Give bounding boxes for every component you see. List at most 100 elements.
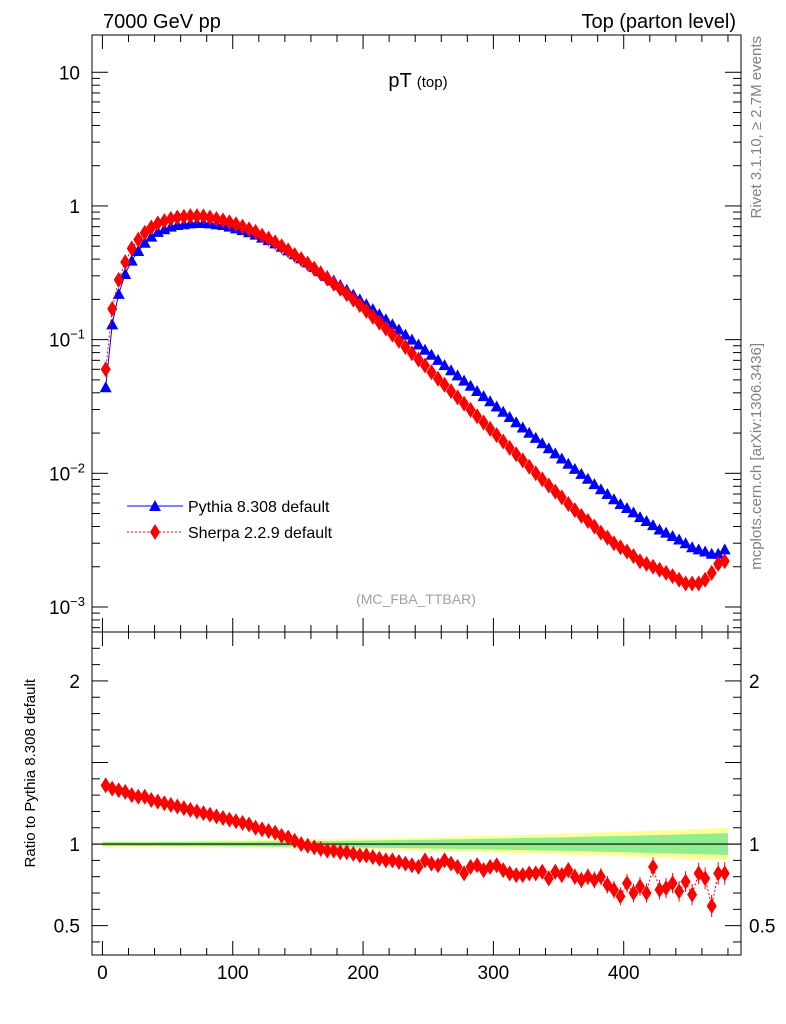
data-point-sherpa: [719, 553, 730, 570]
header-right-label: Top (parton level): [581, 11, 736, 33]
data-point-pythia: [516, 421, 529, 433]
ratio-data-point: [680, 873, 691, 890]
data-point-pythia: [581, 472, 594, 484]
y-tick-label-base: 10: [49, 331, 70, 352]
data-point-sherpa: [374, 314, 385, 331]
data-point-pythia: [647, 519, 660, 531]
data-point-pythia: [112, 287, 125, 299]
data-point-sherpa: [387, 326, 398, 343]
ratio-data-point: [296, 836, 307, 853]
ratio-data-point: [263, 823, 274, 840]
ratio-data-point: [237, 814, 248, 831]
ratio-y-tick-label-right: 1: [749, 835, 760, 856]
data-point-pythia: [451, 369, 464, 381]
data-point-pythia: [405, 333, 418, 345]
ratio-data-point: [459, 865, 470, 882]
header-left-label: 7000 GeV pp: [103, 11, 221, 33]
data-point-pythia: [562, 457, 575, 469]
ratio-data-point: [113, 782, 124, 799]
ratio-data-point: [530, 865, 541, 882]
data-point-pythia: [490, 400, 503, 412]
data-point-pythia: [607, 493, 620, 505]
data-point-sherpa: [191, 208, 202, 225]
data-point-sherpa: [178, 208, 189, 225]
data-point-sherpa: [413, 351, 424, 368]
data-point-pythia: [145, 230, 158, 242]
ratio-data-point: [354, 847, 365, 864]
x-tick-label: 100: [217, 963, 249, 984]
data-point-pythia: [477, 390, 490, 402]
ratio-y-tick-label: 2: [69, 672, 80, 693]
data-point-sherpa: [700, 571, 711, 588]
data-point-pythia: [568, 462, 581, 474]
ratio-data-point: [185, 801, 196, 818]
ratio-data-point: [107, 780, 118, 797]
data-point-pythia: [555, 452, 568, 464]
ratio-data-point: [595, 868, 606, 885]
ratio-data-point: [621, 875, 632, 892]
data-point-sherpa: [465, 401, 476, 418]
ratio-data-point: [406, 857, 417, 874]
data-point-pythia: [412, 338, 425, 350]
data-point-sherpa: [478, 414, 489, 431]
ratio-data-point: [257, 821, 268, 838]
ratio-data-point: [165, 796, 176, 813]
ratio-data-point: [452, 858, 463, 875]
data-point-sherpa: [406, 345, 417, 362]
data-point-pythia: [699, 545, 712, 557]
ratio-data-point: [152, 793, 163, 810]
ratio-data-point: [250, 819, 261, 836]
ratio-data-point: [465, 858, 476, 875]
ratio-data-point: [322, 842, 333, 859]
ratio-y-tick-label: 0.5: [54, 917, 80, 938]
ratio-data-point: [393, 854, 404, 871]
data-point-sherpa: [100, 361, 111, 378]
ratio-data-point: [231, 813, 242, 830]
ratio-data-point: [217, 809, 228, 826]
data-point-sherpa: [680, 575, 691, 592]
ratio-data-point: [615, 888, 626, 905]
ratio-data-point: [641, 885, 652, 902]
data-point-sherpa: [524, 458, 535, 475]
y-tick-label: 10−1: [49, 327, 85, 352]
ratio-data-point: [537, 863, 548, 880]
ratio-data-point: [374, 850, 385, 867]
data-point-sherpa: [172, 209, 183, 226]
data-point-pythia: [634, 511, 647, 523]
ratio-data-point: [608, 881, 619, 898]
data-point-sherpa: [706, 564, 717, 581]
data-point-pythia: [484, 395, 497, 407]
ratio-data-point: [706, 898, 717, 915]
data-point-sherpa: [511, 446, 522, 463]
legend-marker-diamond: [150, 524, 160, 540]
data-point-sherpa: [439, 376, 450, 393]
data-point-pythia: [549, 447, 562, 459]
ratio-data-point: [674, 883, 685, 900]
y-tick-label-exp: −3: [70, 594, 85, 609]
data-point-sherpa: [126, 240, 137, 257]
y-tick-label-base: 10: [49, 598, 70, 619]
y-tick-label-base: 10: [49, 464, 70, 485]
legend-marker-triangle: [149, 500, 161, 511]
data-point-sherpa: [159, 213, 170, 230]
ratio-data-point: [563, 862, 574, 879]
ratio-data-point: [387, 852, 398, 869]
data-point-sherpa: [113, 271, 124, 288]
data-point-pythia: [594, 483, 607, 495]
data-point-sherpa: [556, 489, 567, 506]
data-point-sherpa: [472, 408, 483, 425]
data-point-pythia: [614, 497, 627, 509]
y-tick-label: 10−2: [49, 460, 85, 485]
data-point-sherpa: [361, 302, 372, 319]
x-tick-label: 0: [97, 963, 108, 984]
ratio-data-point: [276, 827, 287, 844]
data-point-sherpa: [433, 370, 444, 387]
data-point-pythia: [640, 514, 653, 526]
ratio-data-point: [380, 852, 391, 869]
data-point-sherpa: [198, 208, 209, 225]
data-point-pythia: [673, 533, 686, 545]
ratio-data-point: [341, 844, 352, 861]
data-point-sherpa: [491, 427, 502, 444]
data-point-sherpa: [204, 209, 215, 226]
